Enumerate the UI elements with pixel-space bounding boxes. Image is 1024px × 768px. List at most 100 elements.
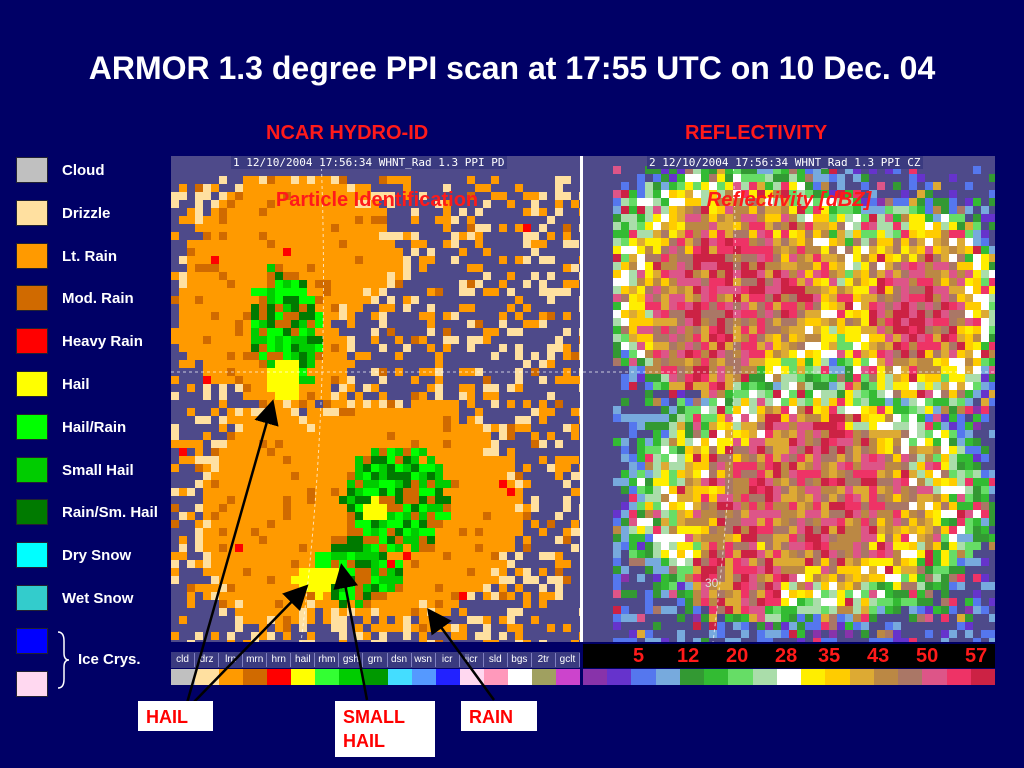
dbz-label: 28 xyxy=(775,645,798,667)
ice-crystals-brace xyxy=(57,631,70,689)
reflectivity-scan-header: 2 12/10/2004 17:56:34 WHNT_Rad 1.3 PPI C… xyxy=(647,156,923,169)
dbz-color-cell xyxy=(655,669,681,685)
category-code: lrn xyxy=(219,653,244,667)
dbz-color-cell xyxy=(776,669,802,685)
category-color-cell xyxy=(531,669,557,685)
dbz-color-cell xyxy=(583,669,608,685)
legend-swatch xyxy=(16,627,48,654)
category-code: mrn xyxy=(243,653,268,667)
category-color-cell xyxy=(219,669,244,685)
category-color-cell xyxy=(507,669,533,685)
dbz-color-cell xyxy=(825,669,851,685)
category-color-cell xyxy=(411,669,437,685)
category-color-cell xyxy=(291,669,316,685)
dbz-color-cell xyxy=(922,669,948,685)
hail-callout: HAIL xyxy=(138,701,213,731)
particle-identification-title: Particle Identification xyxy=(275,189,479,211)
dbz-label: 35 xyxy=(818,645,841,667)
category-color-cell xyxy=(555,669,581,685)
category-code: icr xyxy=(436,653,460,667)
legend-swatch xyxy=(16,413,48,440)
category-code: iicr xyxy=(460,653,484,667)
category-code: sld xyxy=(484,653,508,667)
legend-label: Wet Snow xyxy=(62,590,134,607)
category-color-cell xyxy=(315,669,340,685)
category-code: 2tr xyxy=(532,653,556,667)
category-code: hail xyxy=(291,653,316,667)
category-color-cell xyxy=(363,669,389,685)
hydro-id-panel: 1 12/10/2004 17:56:34 WHNT_Rad 1.3 PPI P… xyxy=(171,156,583,642)
category-color-cell xyxy=(267,669,292,685)
dbz-color-cell xyxy=(970,669,996,685)
legend-swatch xyxy=(16,242,48,269)
category-color-cell xyxy=(243,669,268,685)
legend-swatch xyxy=(16,371,48,397)
category-color-cell xyxy=(483,669,509,685)
category-color-cell xyxy=(387,669,413,685)
category-color-cell xyxy=(195,669,220,685)
category-code: wsn xyxy=(412,653,436,667)
hydro-id-heading: NCAR HYDRO-ID xyxy=(266,122,429,144)
hydro-id-radar-image xyxy=(171,156,583,642)
dbz-color-cell xyxy=(704,669,729,685)
reflectivity-radar-image xyxy=(583,156,995,642)
dbz-label: 20 xyxy=(726,645,749,667)
small-hail-callout: SMALL HAIL xyxy=(335,701,435,757)
ice-crystals-label: Ice Crys. xyxy=(78,651,141,668)
legend-label: Hail xyxy=(62,376,90,393)
category-color-cell xyxy=(171,669,196,685)
category-code: rhm xyxy=(315,653,340,667)
dbz-color-cell xyxy=(849,669,875,685)
category-code: drz xyxy=(195,653,220,667)
reflectivity-panel: 2 12/10/2004 17:56:34 WHNT_Rad 1.3 PPI C… xyxy=(583,156,995,642)
category-code-strip: cld drz lrn mrn hrn hail rhm gsh grn dsn wsn icr iic… xyxy=(171,652,580,668)
legend-label: Dry Snow xyxy=(62,547,132,565)
legend-swatch xyxy=(16,328,48,355)
dbz-color-cell xyxy=(873,669,899,685)
dbz-color-bar xyxy=(583,669,996,685)
category-code: gclt xyxy=(556,653,580,667)
legend-swatch xyxy=(16,456,48,483)
dbz-label: 5 xyxy=(633,645,645,667)
hydro-id-scan-header: 1 12/10/2004 17:56:34 WHNT_Rad 1.3 PPI P… xyxy=(231,156,507,169)
dbz-color-cell xyxy=(946,669,972,685)
category-color-cell xyxy=(459,669,485,685)
category-code: gsh xyxy=(339,653,364,667)
category-code: bgs xyxy=(508,653,532,667)
panel-divider xyxy=(580,156,583,642)
dbz-color-cell xyxy=(728,669,754,685)
category-color-bar xyxy=(171,669,581,685)
dbz-label: 12 xyxy=(677,645,700,667)
slide-title: ARMOR 1.3 degree PPI scan at 17:55 UTC o… xyxy=(88,50,936,86)
legend-swatch xyxy=(16,285,48,312)
dbz-label: 50 xyxy=(916,645,939,667)
category-code: cld xyxy=(171,653,196,667)
legend-swatch xyxy=(16,542,48,569)
legend-swatch xyxy=(16,585,48,611)
category-color-cell xyxy=(435,669,461,685)
dbz-color-cell xyxy=(607,669,632,685)
dbz-color-cell xyxy=(801,669,826,685)
category-code: dsn xyxy=(388,653,412,667)
dbz-color-cell xyxy=(752,669,778,685)
reflectivity-heading: REFLECTIVITY xyxy=(685,122,828,144)
legend-swatch xyxy=(16,499,48,526)
category-color-cell xyxy=(339,669,364,685)
dbz-color-cell xyxy=(898,669,923,685)
legend-swatch xyxy=(16,670,48,697)
category-code: grn xyxy=(363,653,388,667)
category-code: hrn xyxy=(267,653,292,667)
legend-label: Drizzle xyxy=(62,204,111,222)
legend-swatch xyxy=(16,199,48,226)
legend-label: Small Hail xyxy=(62,461,134,479)
legend-label: Cloud xyxy=(62,162,105,179)
legend-label: Mod. Rain xyxy=(62,290,134,308)
legend-swatch xyxy=(16,157,48,183)
dbz-color-cell xyxy=(679,669,705,685)
dbz-color-cell xyxy=(631,669,657,685)
legend-label: Heavy Rain xyxy=(62,333,143,351)
range-ring-label: 30 xyxy=(705,576,719,590)
dbz-label: 57 xyxy=(965,645,988,667)
reflectivity-dbz-title: Reflectivity [dBZ] xyxy=(706,189,872,211)
legend-label: Lt. Rain xyxy=(62,247,117,265)
